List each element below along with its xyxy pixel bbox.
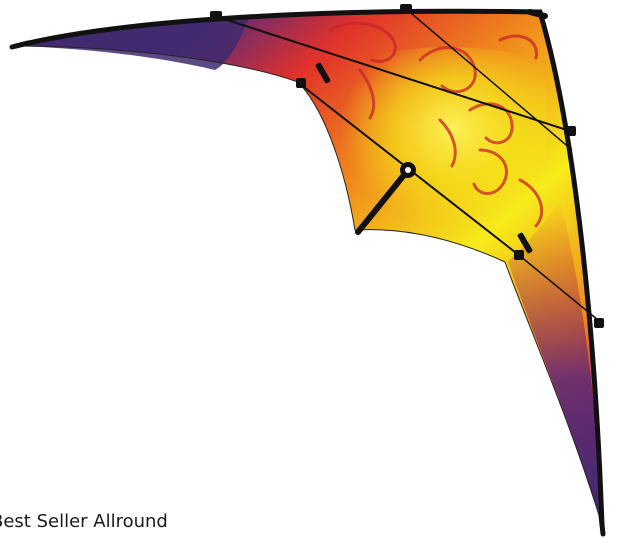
upper-spreader	[214, 15, 574, 133]
center-t-fitting	[400, 162, 416, 178]
kite-spine	[355, 167, 411, 235]
sail-print-pattern	[328, 21, 544, 228]
frame-connectors	[210, 4, 604, 328]
stand-off-upper	[404, 7, 573, 151]
right-wingtip	[598, 512, 606, 537]
stand-off-lower	[519, 255, 599, 321]
kite-sail-center	[298, 47, 548, 262]
kite-trailing-edge	[15, 45, 603, 526]
left-wingtip	[9, 40, 31, 50]
nose	[527, 9, 548, 19]
kite-sail-tip-right	[508, 200, 602, 525]
product-caption: Best Seller Allround	[0, 511, 168, 532]
kite-sail-tip-left	[16, 15, 250, 70]
